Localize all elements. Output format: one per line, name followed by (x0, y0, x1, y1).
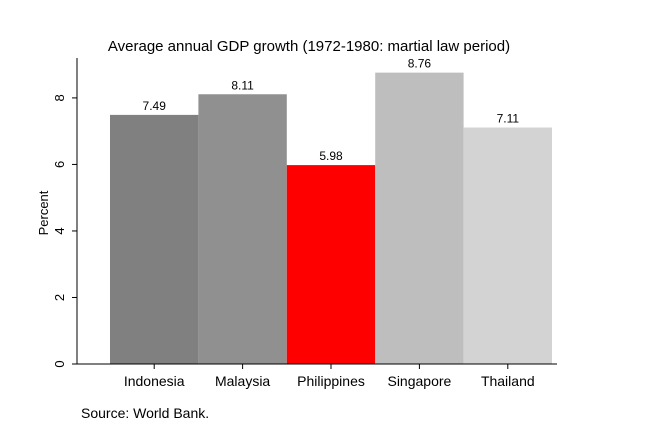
value-label-malaysia: 8.11 (231, 78, 254, 92)
bars (110, 72, 552, 365)
y-tick-label-8: 8 (52, 94, 67, 101)
value-label-philippines: 5.98 (319, 149, 343, 163)
x-axis (77, 363, 557, 369)
bar-malaysia (198, 94, 287, 365)
bar-thailand (463, 127, 552, 364)
x-tick-label-indonesia: Indonesia (124, 373, 185, 389)
bar-philippines (286, 165, 376, 364)
bar-indonesia (110, 114, 199, 364)
value-labels: 7.49 8.11 5.98 8.76 7.11 (143, 57, 520, 163)
value-label-thailand: 7.11 (497, 112, 520, 126)
x-tick-label-singapore: Singapore (387, 373, 451, 389)
y-tick-label-6: 6 (52, 161, 67, 168)
chart-title: Average annual GDP growth (1972-1980: ma… (108, 38, 510, 55)
y-tick-label-0: 0 (52, 360, 67, 367)
bar-singapore (375, 72, 464, 365)
y-tick-label-2: 2 (52, 294, 67, 301)
x-tick-labels: Indonesia Malaysia Philippines Singapore Tha… (124, 373, 535, 389)
source-note: Source: World Bank. (81, 405, 209, 421)
y-axis-label: Percent (36, 190, 51, 235)
value-label-indonesia: 7.49 (143, 99, 167, 113)
x-tick-label-malaysia: Malaysia (215, 373, 270, 389)
x-tick-label-philippines: Philippines (297, 373, 365, 389)
y-tick-label-4: 4 (52, 227, 67, 234)
value-label-singapore: 8.76 (408, 57, 432, 71)
y-axis: 0 2 4 6 8 (52, 58, 78, 368)
x-tick-label-thailand: Thailand (481, 373, 535, 389)
